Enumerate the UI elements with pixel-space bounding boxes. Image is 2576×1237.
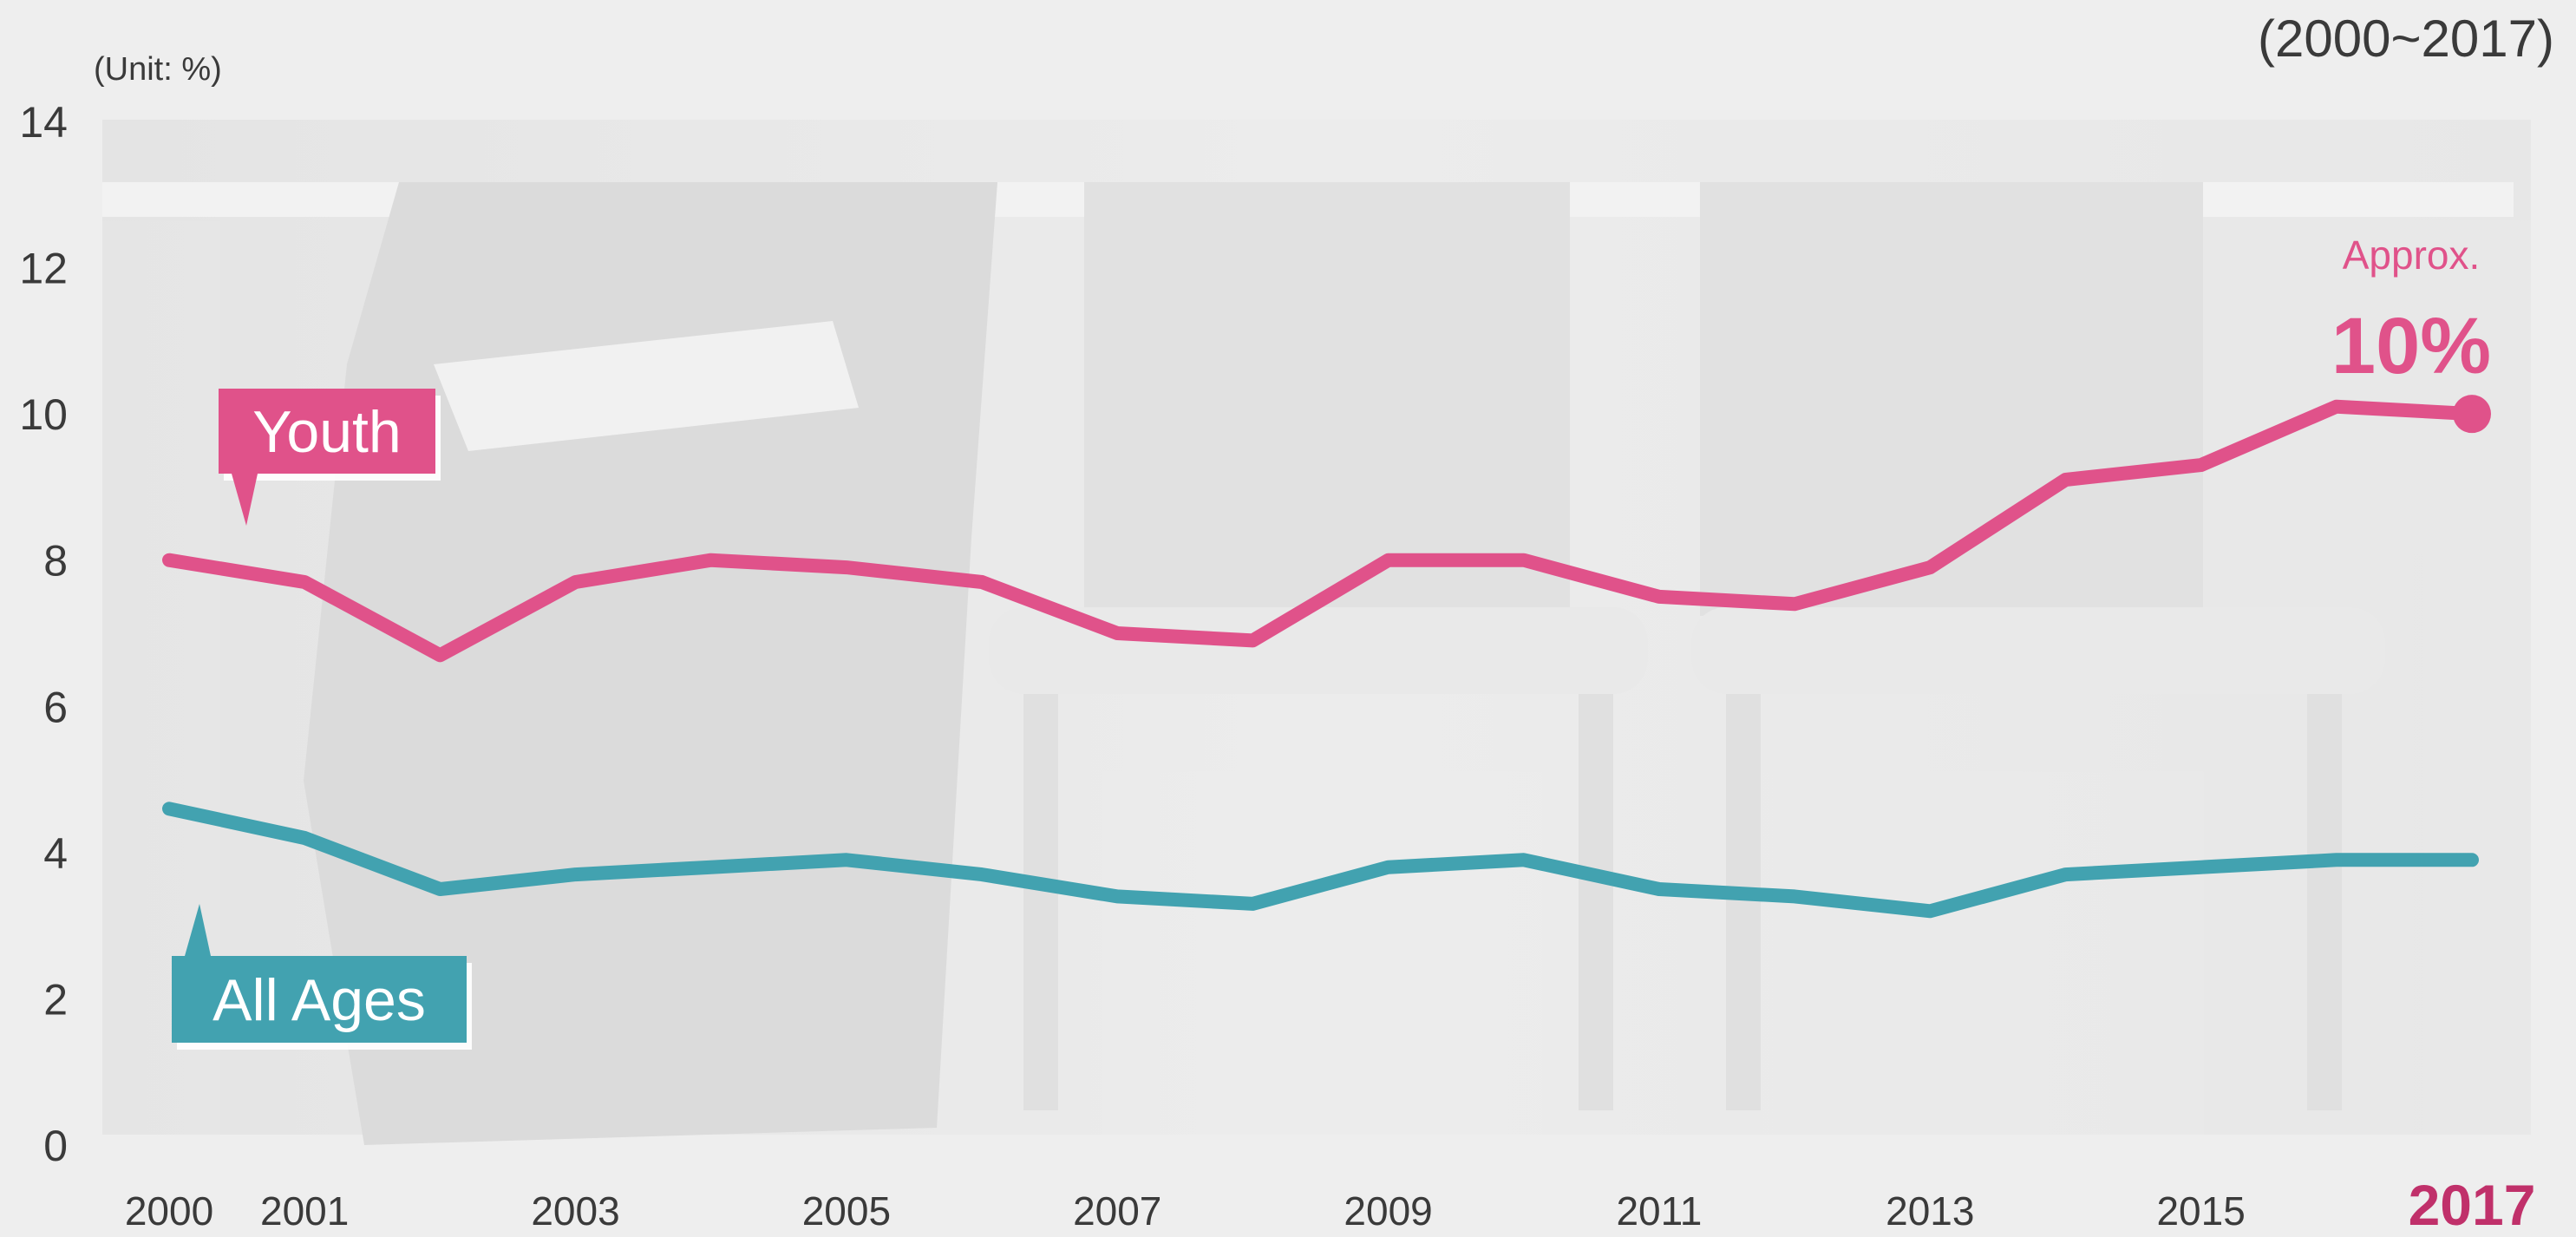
series-labels: Youth All Ages — [172, 389, 472, 1050]
x-tick-label: 2003 — [531, 1188, 619, 1234]
data-point — [1927, 908, 1933, 914]
data-point — [979, 872, 985, 878]
y-tick-label: 2 — [43, 975, 68, 1024]
data-point — [1656, 593, 1662, 599]
x-tick-label: 2015 — [2156, 1188, 2245, 1234]
y-tick-label: 8 — [43, 537, 68, 586]
data-point — [572, 579, 579, 585]
data-point — [302, 579, 308, 585]
data-point — [302, 835, 308, 841]
data-point — [1115, 631, 1121, 636]
series-name: Youth — [252, 399, 401, 465]
y-tick-label: 12 — [19, 245, 68, 293]
data-point — [1385, 557, 1391, 563]
y-tick-label: 4 — [43, 829, 68, 878]
x-tick-label: 2017 — [2409, 1173, 2536, 1237]
data-point — [1250, 900, 1256, 906]
data-point — [572, 872, 579, 878]
youth-callout: Youth — [219, 389, 441, 526]
data-point — [2198, 864, 2204, 870]
x-tick-label: 2011 — [1616, 1188, 1702, 1234]
y-tick-label: 6 — [43, 683, 68, 731]
x-tick-label: 2007 — [1073, 1188, 1161, 1234]
annotation-value: 10% — [2331, 302, 2491, 390]
annotation-prefix: Approx. — [2343, 232, 2481, 278]
data-point — [2063, 872, 2069, 878]
data-point — [1792, 893, 1798, 900]
data-point — [1656, 887, 1662, 892]
data-point — [708, 557, 714, 563]
background-photo — [102, 120, 2531, 1145]
data-point — [1250, 638, 1256, 644]
data-point — [167, 806, 172, 812]
data-point — [167, 557, 172, 563]
y-axis-ticks: 0 2 4 6 8 10 12 14 — [19, 98, 68, 1170]
data-point — [1520, 557, 1527, 563]
y-tick-label: 14 — [19, 98, 68, 147]
data-point — [843, 565, 849, 571]
y-tick-label: 0 — [43, 1122, 68, 1170]
data-point — [2469, 857, 2475, 863]
unit-label: (Unit: %) — [94, 51, 222, 88]
series-name: All Ages — [212, 967, 426, 1033]
data-point — [2198, 462, 2204, 468]
data-point — [1115, 893, 1121, 900]
data-point — [979, 579, 985, 585]
data-point — [1927, 565, 1933, 571]
x-tick-label: 2000 — [125, 1188, 213, 1234]
x-tick-label: 2001 — [260, 1188, 349, 1234]
data-point — [1385, 864, 1391, 870]
series-lines — [162, 395, 2491, 919]
data-point — [1792, 601, 1798, 607]
data-point — [2333, 403, 2339, 409]
x-tick-label: 2013 — [1886, 1188, 1974, 1234]
data-point — [2333, 857, 2339, 863]
data-point — [2063, 477, 2069, 482]
all-ages-callout: All Ages — [172, 904, 472, 1050]
x-axis-ticks: 2000 2001 2003 2005 2007 2009 2011 2013 2015 2017 — [125, 1173, 2536, 1237]
data-point — [708, 864, 714, 870]
all-ages-series-line — [162, 802, 2479, 919]
period-label: (2000~2017) — [2258, 10, 2554, 68]
y-tick-label: 10 — [19, 390, 68, 439]
data-point — [437, 652, 443, 658]
data-point — [437, 887, 443, 892]
data-point — [843, 857, 849, 863]
youth-end-marker — [2453, 395, 2491, 434]
x-tick-label: 2005 — [802, 1188, 891, 1234]
data-point — [1520, 857, 1527, 863]
youth-series-line — [162, 399, 2479, 663]
x-tick-label: 2009 — [1344, 1188, 1432, 1234]
